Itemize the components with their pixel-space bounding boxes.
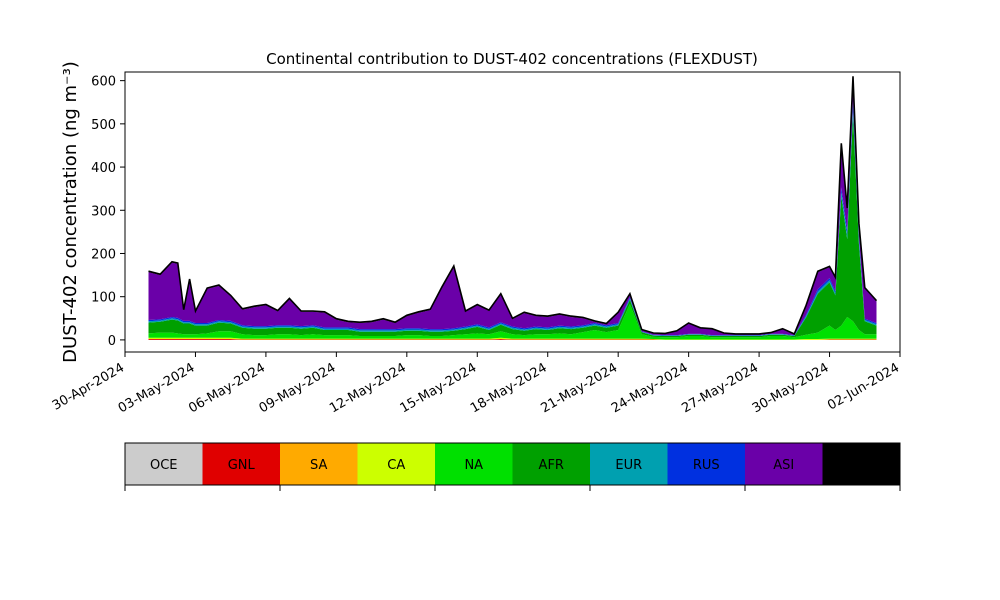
legend-label: EUR: [615, 458, 642, 473]
legend-label: CA: [387, 458, 405, 473]
legend-swatch-afr: [512, 443, 591, 485]
area-series-asi: [148, 77, 877, 336]
chart-title: Continental contribution to DUST-402 con…: [266, 50, 758, 68]
legend-label: OCE: [150, 458, 178, 473]
legend-swatch-sa: [280, 443, 358, 485]
y-tick-label: 300: [91, 204, 116, 219]
total-line: [148, 76, 878, 335]
legend-label: AUS: [848, 458, 875, 473]
legend-swatch-oce: [125, 443, 203, 485]
legend-swatch-gnl: [202, 443, 281, 485]
legend-swatch-aus: [822, 443, 901, 485]
legend-label: AFR: [539, 458, 564, 473]
legend-label: SA: [310, 458, 327, 473]
legend-label: RUS: [693, 458, 720, 473]
legend-swatch-na: [435, 443, 513, 485]
legend-label: NA: [464, 458, 483, 473]
legend-swatch-asi: [745, 443, 823, 485]
legend-swatch-eur: [590, 443, 668, 485]
area-series-na: [148, 304, 877, 340]
legend-swatch-rus: [667, 443, 746, 485]
y-tick-label: 0: [108, 334, 116, 349]
legend-label: ASI: [773, 458, 794, 473]
y-axis-label: DUST-402 concentration (ng m⁻³): [60, 61, 81, 363]
area-series-ca: [148, 337, 877, 340]
legend-frame: [124, 442, 901, 486]
y-tick-label: 400: [91, 161, 116, 176]
plot-frame: [124, 71, 901, 353]
legend-label: GNL: [228, 458, 256, 473]
legend-swatch-ca: [357, 443, 436, 485]
y-tick-label: 600: [91, 75, 116, 90]
y-tick-label: 100: [91, 291, 116, 306]
y-tick-label: 200: [91, 247, 116, 262]
area-series-gnl: [148, 339, 877, 340]
legend: OCE GNL SA CA NA AFR EUR RUS ASI AUS: [124, 442, 901, 491]
y-tick-label: 500: [91, 118, 116, 133]
